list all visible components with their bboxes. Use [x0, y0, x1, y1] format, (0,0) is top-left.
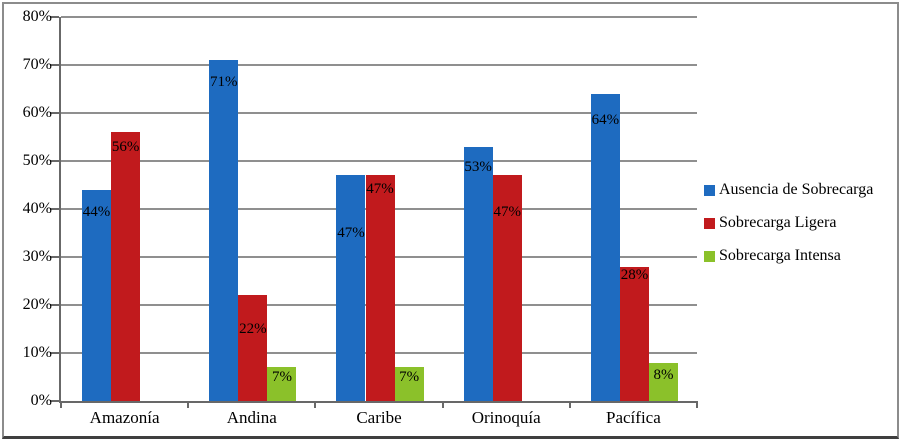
bar-data-label: 44%	[82, 203, 111, 220]
bar-data-label: 8%	[653, 366, 674, 383]
bar-data-label: 47%	[493, 204, 522, 221]
y-axis-tick-label: 80%	[22, 8, 52, 25]
bar-data-label: 47%	[366, 181, 394, 198]
bar-sobrecarga-intensa-caribe	[394, 367, 424, 401]
legend-item-sobrecarga-intensa: Sobrecarga Intensa	[704, 246, 873, 266]
y-axis-tick	[50, 352, 59, 354]
legend-label: Ausencia de Sobrecarga	[719, 181, 874, 198]
legend-label: Sobrecarga Intensa	[719, 247, 841, 264]
bar-ausencia-de-sobrecarga-caribe	[336, 175, 366, 401]
bar-data-label: 53%	[464, 158, 492, 175]
bar-ausencia-de-sobrecarga-amazonía	[82, 189, 112, 401]
gridline	[61, 112, 697, 114]
x-axis-category-label: Caribe	[356, 408, 402, 427]
plot-area: 44% 71% 47% 53% 64% 56% 22% 47% 47% 28% 7% 7% 8%	[50, 16, 698, 408]
gridline	[61, 16, 697, 18]
y-axis-tick-label: 10%	[22, 344, 52, 361]
bar-data-label: 7%	[399, 369, 420, 386]
x-axis-category-label: Amazonía	[89, 408, 160, 427]
bar-ausencia-de-sobrecarga-pacífica	[590, 93, 620, 401]
legend-item-sobrecarga-ligera: Sobrecarga Ligera	[704, 213, 873, 233]
bar-sobrecarga-intensa-andina	[267, 367, 297, 401]
gridline	[61, 64, 697, 66]
y-axis-tick	[50, 256, 59, 258]
y-axis-tick	[50, 160, 59, 162]
bar-sobrecarga-ligera-orinoquía	[492, 175, 522, 401]
bar-sobrecarga-ligera-caribe	[365, 175, 395, 401]
y-axis-tick-label: 30%	[22, 248, 52, 265]
legend-label: Sobrecarga Ligera	[719, 214, 837, 231]
x-axis-tick	[60, 401, 62, 408]
y-axis-tick	[50, 16, 59, 18]
y-axis-line	[59, 17, 61, 403]
bar-sobrecarga-ligera-pacífica	[619, 266, 649, 401]
y-axis-tick	[50, 304, 59, 306]
x-axis-category-label: Pacífica	[606, 408, 661, 427]
bar-data-label: 28%	[620, 266, 649, 283]
bar-ausencia-de-sobrecarga-andina	[209, 60, 239, 401]
bar-data-label: 22%	[239, 321, 267, 338]
bar-ausencia-de-sobrecarga-orinoquía	[463, 146, 493, 401]
bar-sobrecarga-intensa-pacífica	[649, 362, 679, 401]
bar-sobrecarga-ligera-andina	[238, 295, 268, 401]
y-axis-tick-label: 50%	[22, 152, 52, 169]
y-axis-tick-label: 40%	[22, 200, 52, 217]
legend-marker-swatch-icon	[704, 217, 715, 229]
x-axis-line	[59, 401, 697, 403]
y-axis-tick	[50, 208, 59, 210]
x-axis-tick	[187, 401, 190, 408]
x-axis-category-label: Orinoquía	[471, 408, 541, 427]
x-axis-tick	[568, 401, 571, 408]
gridline	[61, 160, 697, 162]
bar-data-label: 64%	[591, 111, 620, 128]
bar-sobrecarga-ligera-amazonía	[111, 132, 141, 401]
y-axis-tick-label: 70%	[22, 56, 52, 73]
bar-data-label: 7%	[271, 369, 292, 386]
y-axis-tick-label: 0%	[30, 392, 52, 409]
x-axis-tick	[696, 401, 698, 408]
y-axis-tick-label: 60%	[22, 104, 52, 121]
x-axis-tick	[314, 401, 317, 408]
x-axis-tick	[441, 401, 444, 408]
legend-marker-swatch-icon	[704, 250, 715, 262]
bar-data-label: 56%	[111, 139, 140, 156]
legend: Ausencia de Sobrecarga Sobrecarga Ligera S…	[704, 180, 873, 279]
legend-marker-swatch-icon	[704, 184, 715, 196]
legend-item-ausencia-de-sobrecarga: Ausencia de Sobrecarga	[704, 180, 873, 200]
bar-data-label: 71%	[210, 74, 238, 91]
bar-data-label: 47%	[337, 225, 365, 242]
y-axis-tick	[50, 112, 59, 114]
y-axis-tick	[50, 64, 59, 66]
y-axis-tick	[50, 400, 59, 402]
x-axis-category-label: Andina	[226, 408, 277, 427]
y-axis-tick-label: 20%	[22, 296, 52, 313]
